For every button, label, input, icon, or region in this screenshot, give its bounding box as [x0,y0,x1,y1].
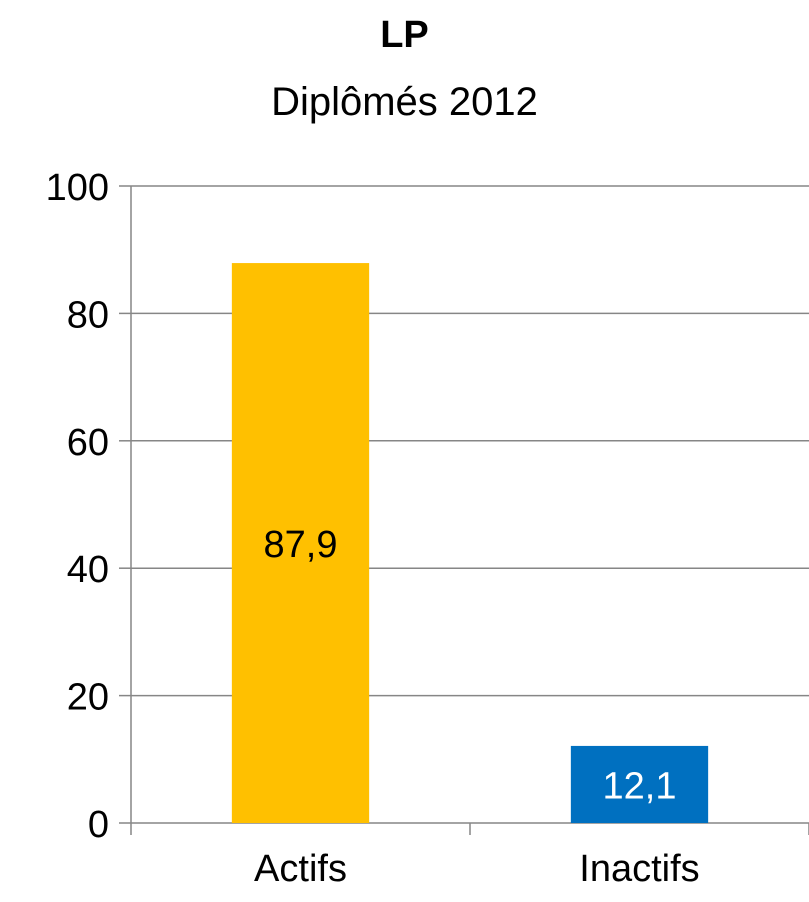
y-tick-label: 100 [46,167,109,209]
x-tick-label: Actifs [254,848,347,890]
data-label: 87,9 [264,524,338,566]
chart-subtitle: Diplômés 2012 [271,80,538,124]
y-tick-label: 20 [67,677,109,719]
y-tick-label: 40 [67,549,109,591]
y-tick-label: 60 [67,422,109,464]
labels: 0 20 40 60 80 100 87,9 Actifs 12,1 Inactifs [46,167,700,890]
chart-title: LP [380,14,429,56]
x-tick-label: Inactifs [579,848,699,890]
y-tick-label: 80 [67,294,109,336]
bar-inactifs [570,745,709,823]
axes [119,185,809,835]
y-tick-label: 0 [88,804,109,846]
data-label: 12,1 [603,765,677,807]
bar-actifs [231,263,370,823]
bars [231,263,709,823]
